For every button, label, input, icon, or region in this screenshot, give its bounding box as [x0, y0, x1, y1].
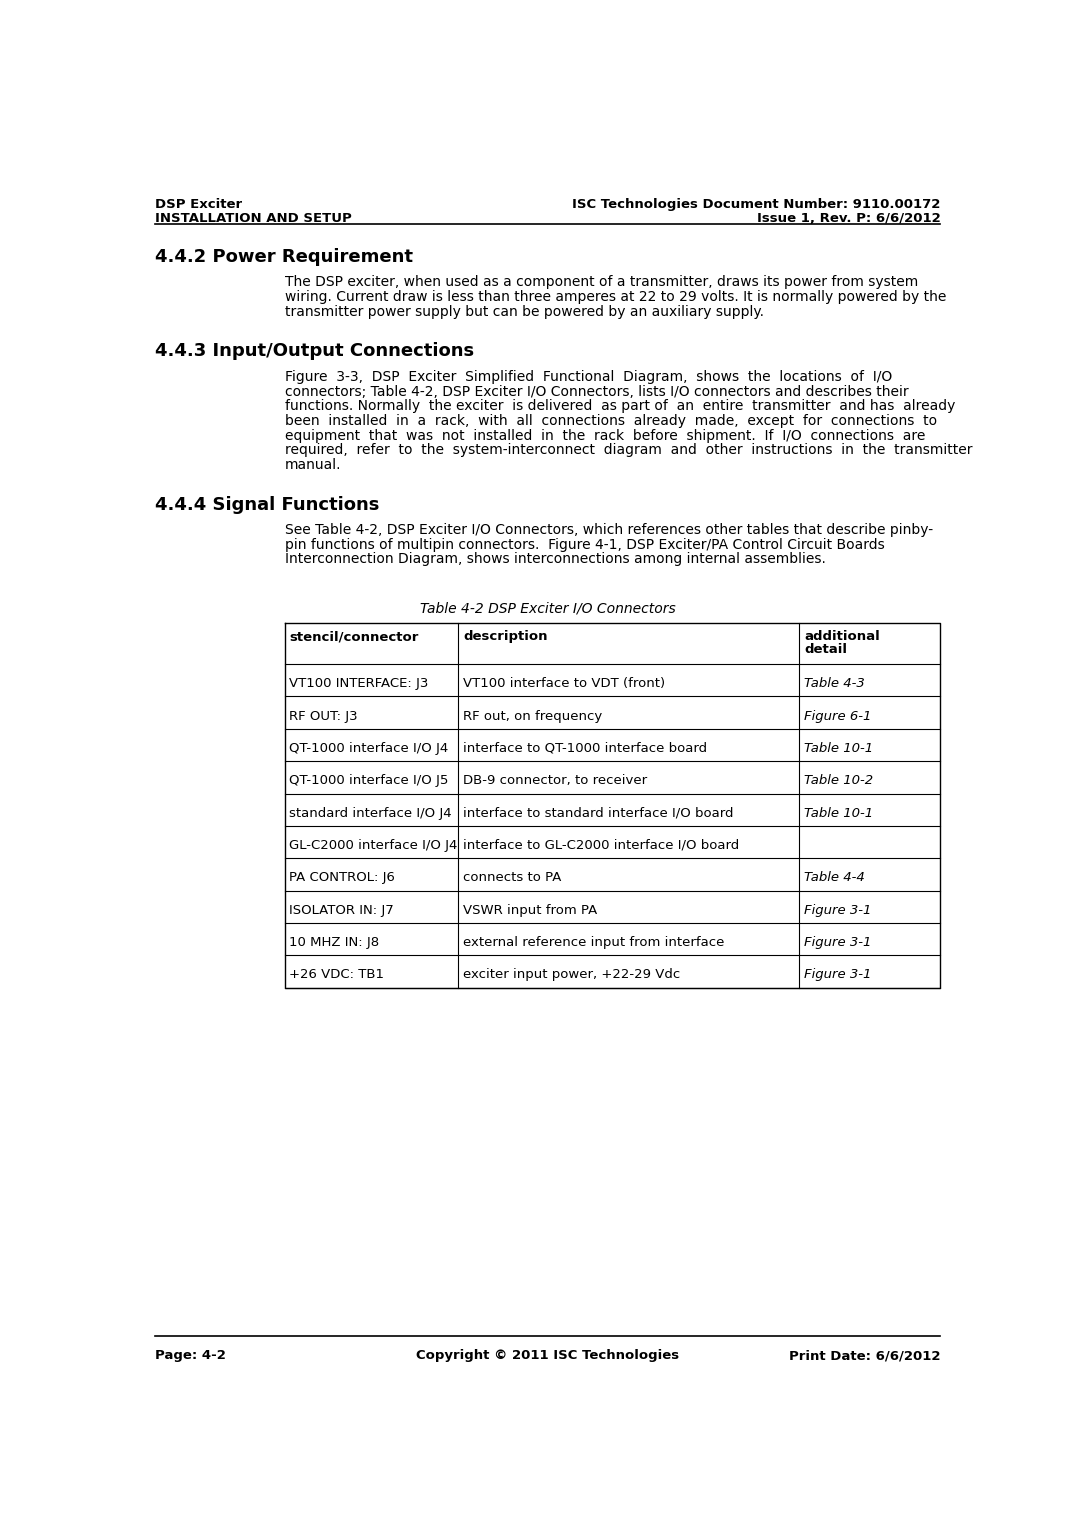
Text: INSTALLATION AND SETUP: INSTALLATION AND SETUP — [155, 212, 352, 224]
Text: external reference input from interface: external reference input from interface — [463, 936, 725, 948]
Text: +26 VDC: TB1: +26 VDC: TB1 — [290, 968, 385, 981]
Text: exciter input power, +22-29 Vdc: exciter input power, +22-29 Vdc — [463, 968, 680, 981]
Text: 4.4.2 Power Requirement: 4.4.2 Power Requirement — [155, 247, 414, 266]
Text: Figure 3-1: Figure 3-1 — [804, 904, 871, 916]
Text: VT100 interface to VDT (front): VT100 interface to VDT (front) — [463, 678, 665, 690]
Text: ISOLATOR IN: J7: ISOLATOR IN: J7 — [290, 904, 394, 916]
Text: manual.: manual. — [284, 458, 341, 472]
Text: PA CONTROL: J6: PA CONTROL: J6 — [290, 871, 396, 884]
Text: Page: 4-2: Page: 4-2 — [155, 1349, 227, 1362]
Text: VSWR input from PA: VSWR input from PA — [463, 904, 598, 916]
Text: connects to PA: connects to PA — [463, 871, 561, 884]
Text: interface to GL-C2000 interface I/O board: interface to GL-C2000 interface I/O boar… — [463, 839, 740, 851]
Text: Copyright © 2011 ISC Technologies: Copyright © 2011 ISC Technologies — [416, 1349, 680, 1362]
Text: ISC Technologies Document Number: 9110.00172: ISC Technologies Document Number: 9110.0… — [572, 198, 941, 211]
Text: detail: detail — [804, 644, 847, 656]
Text: equipment  that  was  not  installed  in  the  rack  before  shipment.  If  I/O : equipment that was not installed in the … — [284, 429, 925, 443]
Text: GL-C2000 interface I/O J4: GL-C2000 interface I/O J4 — [290, 839, 458, 851]
Text: RF out, on frequency: RF out, on frequency — [463, 710, 603, 722]
Text: Table 10-1: Table 10-1 — [804, 742, 873, 755]
Text: transmitter power supply but can be powered by an auxiliary supply.: transmitter power supply but can be powe… — [284, 304, 763, 318]
Text: Table 4-4: Table 4-4 — [804, 871, 865, 884]
Text: Interconnection Diagram, shows interconnections among internal assemblies.: Interconnection Diagram, shows interconn… — [284, 552, 825, 567]
Text: 10 MHZ IN: J8: 10 MHZ IN: J8 — [290, 936, 379, 948]
Text: been  installed  in  a  rack,  with  all  connections  already  made,  except  f: been installed in a rack, with all conne… — [284, 413, 936, 427]
Text: The DSP exciter, when used as a component of a transmitter, draws its power from: The DSP exciter, when used as a componen… — [284, 275, 918, 289]
Text: connectors; Table 4-2, DSP Exciter I/O Connectors, lists I/O connectors and desc: connectors; Table 4-2, DSP Exciter I/O C… — [284, 384, 909, 398]
Text: QT-1000 interface I/O J5: QT-1000 interface I/O J5 — [290, 775, 449, 787]
Text: standard interface I/O J4: standard interface I/O J4 — [290, 807, 452, 819]
Text: Table 4-3: Table 4-3 — [804, 678, 865, 690]
Text: Figure  3-3,  DSP  Exciter  Simplified  Functional  Diagram,  shows  the  locati: Figure 3-3, DSP Exciter Simplified Funct… — [284, 370, 892, 384]
Text: 4.4.4 Signal Functions: 4.4.4 Signal Functions — [155, 495, 379, 513]
Text: pin functions of multipin connectors.  Figure 4-1, DSP Exciter/PA Control Circui: pin functions of multipin connectors. Fi… — [284, 538, 884, 552]
Text: required,  refer  to  the  system-interconnect  diagram  and  other  instruction: required, refer to the system-interconne… — [284, 443, 972, 456]
Text: Figure 3-1: Figure 3-1 — [804, 936, 871, 948]
Text: description: description — [463, 630, 547, 644]
Text: Table 10-2: Table 10-2 — [804, 775, 873, 787]
Text: Issue 1, Rev. P: 6/6/2012: Issue 1, Rev. P: 6/6/2012 — [757, 212, 941, 224]
Text: Figure 6-1: Figure 6-1 — [804, 710, 871, 722]
Text: RF OUT: J3: RF OUT: J3 — [290, 710, 358, 722]
Text: interface to standard interface I/O board: interface to standard interface I/O boar… — [463, 807, 733, 819]
Text: Table 4-2 DSP Exciter I/O Connectors: Table 4-2 DSP Exciter I/O Connectors — [420, 601, 676, 615]
Text: stencil/connector: stencil/connector — [290, 630, 419, 644]
Text: See Table 4-2, DSP Exciter I/O Connectors, which references other tables that de: See Table 4-2, DSP Exciter I/O Connector… — [284, 523, 933, 538]
Text: QT-1000 interface I/O J4: QT-1000 interface I/O J4 — [290, 742, 449, 755]
Text: DB-9 connector, to receiver: DB-9 connector, to receiver — [463, 775, 647, 787]
Text: 4.4.3 Input/Output Connections: 4.4.3 Input/Output Connections — [155, 343, 475, 360]
Text: VT100 INTERFACE: J3: VT100 INTERFACE: J3 — [290, 678, 429, 690]
Text: additional: additional — [804, 630, 880, 644]
Text: Table 10-1: Table 10-1 — [804, 807, 873, 819]
Text: DSP Exciter: DSP Exciter — [155, 198, 243, 211]
Text: wiring. Current draw is less than three amperes at 22 to 29 volts. It is normall: wiring. Current draw is less than three … — [284, 290, 946, 304]
Text: Figure 3-1: Figure 3-1 — [804, 968, 871, 981]
Text: functions. Normally  the exciter  is delivered  as part of  an  entire  transmit: functions. Normally the exciter is deliv… — [284, 400, 955, 413]
Text: Print Date: 6/6/2012: Print Date: 6/6/2012 — [789, 1349, 941, 1362]
Text: interface to QT-1000 interface board: interface to QT-1000 interface board — [463, 742, 708, 755]
